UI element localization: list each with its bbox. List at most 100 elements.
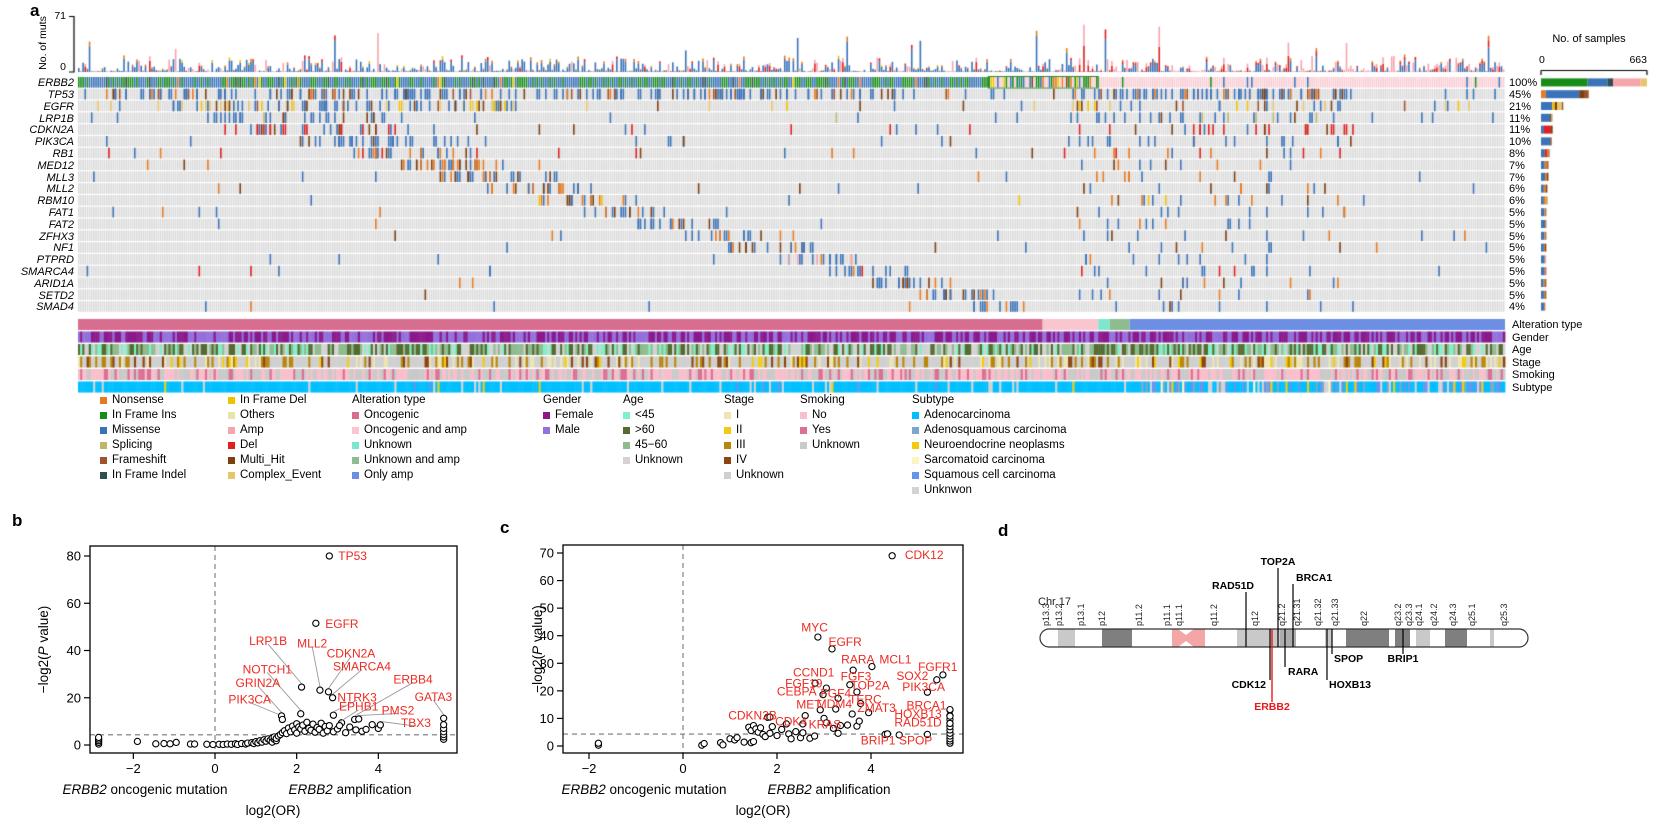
labeled-data-point-CCND1 <box>811 679 819 687</box>
legend-item-label: Multi_Hit <box>240 454 285 466</box>
volcano-gene-label-PIK3CA: PIK3CA <box>228 692 271 706</box>
labeled-data-point-CDK4 <box>799 720 807 728</box>
legend-item-label: Male <box>555 424 580 436</box>
legend-item-label: Splicing <box>112 439 153 451</box>
panel-a-label: a <box>30 1 40 20</box>
plot-box <box>89 545 458 754</box>
labeled-data-point-RARA <box>849 666 857 674</box>
label-leader-line <box>332 669 363 695</box>
legend-swatch-icon <box>100 412 107 419</box>
labeled-data-point-FGF19 <box>822 684 830 692</box>
legend-swatch-icon <box>100 397 107 404</box>
legend-swatch-icon <box>724 457 731 464</box>
x-axis-label-right: ERBB2 amplification <box>767 782 890 797</box>
labeled-data-point-MET <box>816 706 824 714</box>
band-label-q23.3: q23.3 <box>1404 603 1414 626</box>
legend-swatch-icon <box>724 412 731 419</box>
legend-swatch-icon <box>352 457 359 464</box>
volcano-gene-label-TP53: TP53 <box>338 549 367 563</box>
band-label-q25.3: q25.3 <box>1499 603 1509 626</box>
volcano-gene-label-FGF3: FGF3 <box>841 670 872 684</box>
label-leader-line <box>267 643 302 684</box>
band-label-q23.2: q23.2 <box>1393 603 1403 626</box>
y-tick-label: 20 <box>67 690 81 705</box>
labeled-data-point-NTRK3 <box>329 711 338 719</box>
panel-c-volcano: c −2 0 2 4 0 10 20 30 40 50 60 70 CDK12 MYC EGFR RARA MC… <box>470 490 970 827</box>
data-point <box>848 710 856 718</box>
labeled-data-point-PIK3CA <box>923 688 932 696</box>
volcano-gene-label-CCND1: CCND1 <box>793 666 835 680</box>
volcano-gene-label-MYC: MYC <box>801 620 828 634</box>
legend-swatch-icon <box>228 412 235 419</box>
legend-item: I <box>724 408 784 423</box>
y-tick-label: 20 <box>540 683 554 698</box>
labeled-data-point-ZMAT3 <box>864 708 873 717</box>
data-point <box>94 733 103 742</box>
gene-row-percent-SMAD4: 4% <box>1509 301 1525 314</box>
data-point <box>829 724 838 733</box>
legend-item-label: Adenocarcinoma <box>924 409 1011 421</box>
legend-item: Unknown <box>800 438 860 453</box>
data-point <box>368 721 376 729</box>
gene-row-label-FAT1: FAT1 <box>48 207 74 219</box>
data-point <box>594 739 603 747</box>
band-label-q24.1: q24.1 <box>1414 603 1424 626</box>
legend-item: Adenocarcinoma <box>912 408 1067 423</box>
legend-group-title: Stage <box>724 394 755 406</box>
band-label-q11.1: q11.1 <box>1174 604 1184 626</box>
band-label-q21.31: q21.31 <box>1292 598 1302 626</box>
gene-row-label-RBM10: RBM10 <box>37 195 74 208</box>
legend-item: Splicing <box>100 438 186 453</box>
gene-row-label-PIK3CA: PIK3CA <box>34 136 74 149</box>
gene-marker-label-RARA: RARA <box>1288 666 1319 678</box>
gene-row-percent-PIK3CA: 10% <box>1509 136 1532 149</box>
data-point <box>133 737 142 746</box>
label-leader-line <box>339 709 359 723</box>
data-point <box>855 717 863 725</box>
x-tick-label: 2 <box>293 761 300 776</box>
legend-swatch-icon <box>543 427 550 434</box>
legend-item: Only amp <box>352 468 467 483</box>
data-point <box>801 712 809 720</box>
gene-row-label-SMAD4: SMAD4 <box>36 301 74 314</box>
labeled-data-point-EPHB1 <box>335 721 344 730</box>
label-leader-line <box>333 699 358 713</box>
volcano-gene-label-MDM4: MDM4 <box>817 697 853 711</box>
panel-d-ideogram: d Chr 17 p13.3 p13.2 p13.1 p12 p11.2 p11.1 q11.… <box>950 500 1654 827</box>
gene-row-percent-ERBB2: 100% <box>1509 77 1538 90</box>
x-tick-label: −2 <box>582 761 597 776</box>
track-label-stage: Stage <box>1512 356 1541 369</box>
legend-item: Unknown <box>724 468 784 483</box>
panel-b-label: b <box>12 511 23 530</box>
legend-swatch-icon <box>228 442 235 449</box>
volcano-gene-label-EGFR: EGFR <box>828 635 862 649</box>
band-label-p11.2: p11.2 <box>1134 604 1144 626</box>
data-point <box>362 725 370 734</box>
legend-item: III <box>724 438 784 453</box>
legend-item: Others <box>228 408 321 423</box>
data-point <box>778 725 786 734</box>
x-axis-label-left: ERBB2 oncogenic mutation <box>62 782 227 797</box>
volcano-gene-label-HOXB13: HOXB13 <box>894 707 942 721</box>
data-point <box>768 723 776 731</box>
legend-item: Nonsense <box>100 393 186 408</box>
band-label-q21.33: q21.33 <box>1330 598 1340 626</box>
y-tick-label: 10 <box>540 711 554 726</box>
label-leader-line <box>311 646 321 687</box>
volcano-gene-label-EPHB1: EPHB1 <box>339 700 379 714</box>
legend-item: Oncogenic <box>352 408 467 423</box>
legend-swatch-icon <box>724 427 731 434</box>
volcano-gene-label-SPOP: SPOP <box>899 733 932 747</box>
legend-item-label: 45−60 <box>635 439 668 451</box>
volcano-gene-label-EGFR: EGFR <box>325 617 359 631</box>
volcano-gene-label-GATA3: GATA3 <box>415 690 453 704</box>
track-label-smoking: Smoking <box>1512 369 1555 381</box>
legend-item-label: Nonsense <box>112 394 164 406</box>
legend-column-7: Subtype Adenocarcinoma Adenosquamous carci… <box>912 393 1067 498</box>
band-label-q22: q22 <box>1359 611 1369 626</box>
gene-row-label-CDKN2A: CDKN2A <box>29 124 74 137</box>
gene-row-percent-TP53: 45% <box>1509 89 1532 101</box>
data-point <box>799 729 807 737</box>
gene-row-percent-PTPRD: 5% <box>1509 254 1525 267</box>
legend-swatch-icon <box>228 457 235 464</box>
